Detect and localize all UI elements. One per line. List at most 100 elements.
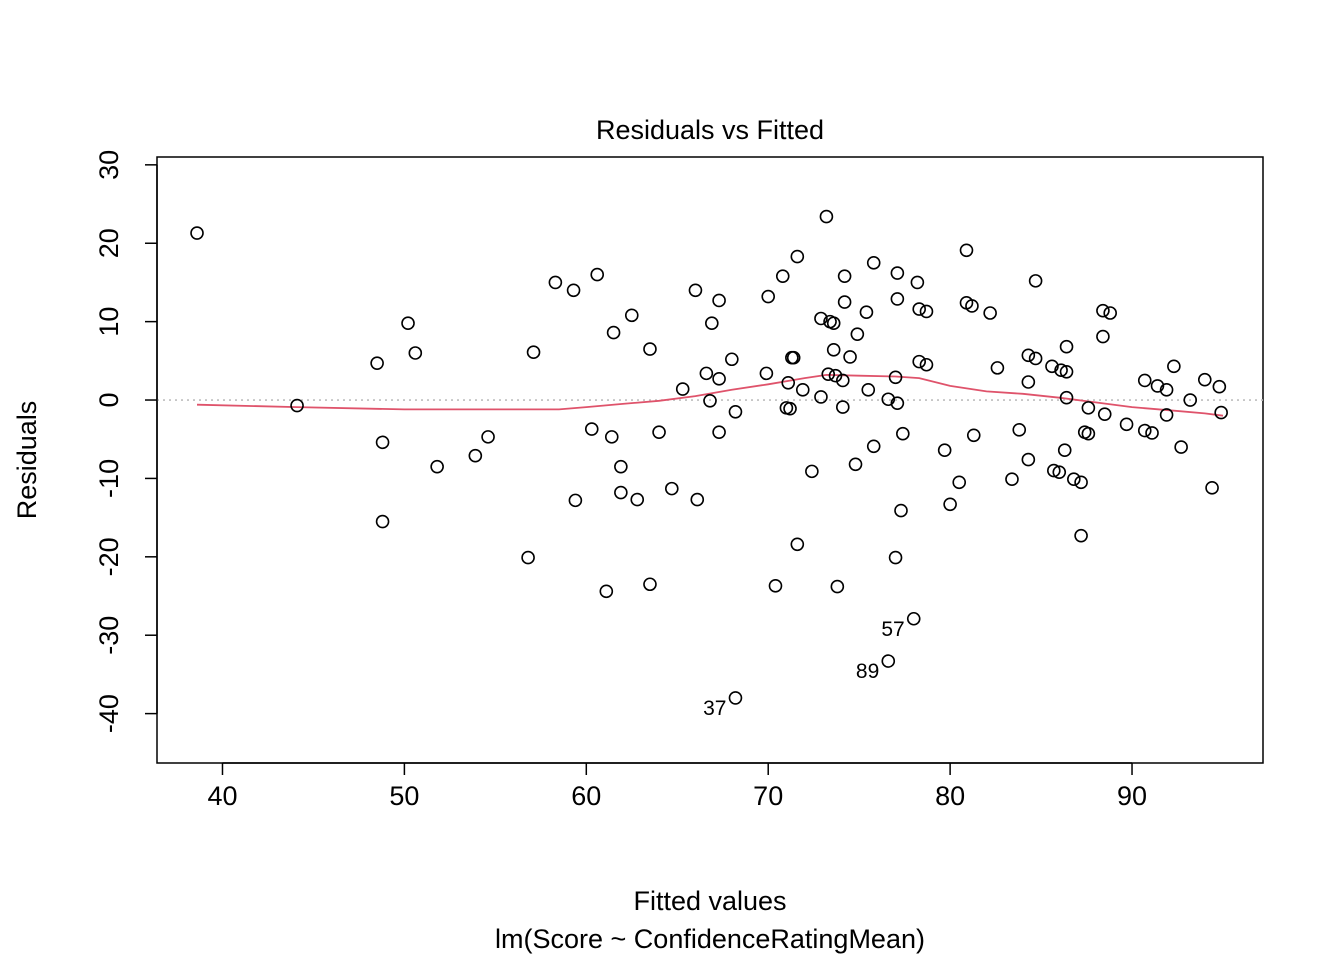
data-point	[843, 350, 857, 364]
data-point	[614, 485, 628, 500]
data-point	[952, 475, 967, 490]
data-point	[526, 345, 541, 360]
data-point	[1021, 375, 1036, 389]
data-point	[919, 304, 934, 319]
x-tick-label: 50	[389, 781, 419, 811]
data-point	[690, 492, 705, 507]
data-point	[1057, 443, 1072, 458]
data-point	[1214, 405, 1228, 420]
data-point	[919, 357, 934, 372]
data-point	[835, 400, 850, 414]
data-point	[775, 269, 790, 283]
data-point	[1150, 379, 1165, 393]
data-point	[548, 275, 563, 290]
data-point	[819, 209, 834, 224]
x-tick-label: 40	[207, 781, 237, 811]
data-point	[1052, 465, 1067, 479]
point-label: 37	[703, 697, 726, 720]
smooth-line	[196, 373, 1224, 417]
data-point	[790, 249, 805, 264]
y-tick-label: -40	[94, 694, 124, 733]
data-point	[1074, 528, 1088, 543]
data-point	[761, 289, 776, 304]
data-point	[826, 343, 841, 357]
data-point	[1183, 393, 1198, 407]
data-point	[468, 448, 483, 463]
data-point	[290, 398, 304, 413]
point-label: 89	[856, 660, 879, 683]
data-point	[1212, 379, 1227, 394]
point-label: 57	[881, 618, 904, 641]
data-point	[1054, 363, 1068, 378]
data-point	[712, 425, 726, 439]
data-point	[866, 256, 881, 270]
data-point	[781, 375, 796, 390]
data-point	[599, 584, 614, 599]
data-point	[990, 361, 1005, 375]
data-point	[1028, 351, 1043, 366]
data-point	[1096, 303, 1110, 318]
x-axis-label: Fitted values	[633, 886, 786, 916]
y-tick-label: 10	[94, 307, 124, 337]
x-tick-label: 70	[753, 781, 783, 811]
y-tick-label: -30	[94, 616, 124, 655]
data-point	[861, 383, 876, 397]
y-tick-label: 20	[94, 228, 124, 258]
data-point	[1174, 440, 1188, 454]
y-tick-label: -20	[94, 537, 124, 576]
data-point	[643, 342, 657, 356]
data-point	[675, 382, 690, 396]
data-point	[1167, 359, 1181, 374]
data-point	[408, 346, 423, 360]
plot-frame	[156, 156, 1264, 764]
data-point	[783, 401, 797, 416]
data-point	[896, 426, 910, 441]
data-point	[1137, 423, 1152, 438]
data-point	[835, 373, 850, 388]
data-point	[703, 394, 717, 408]
data-point	[814, 311, 828, 326]
data-point	[937, 443, 952, 458]
data-point	[705, 316, 719, 330]
data-points	[190, 209, 1228, 705]
data-point	[712, 372, 726, 386]
data-point	[859, 305, 874, 320]
data-point	[805, 464, 819, 479]
data-point	[664, 481, 679, 496]
data-point	[830, 579, 845, 594]
data-point	[848, 457, 863, 472]
data-point	[966, 428, 981, 443]
data-point	[790, 537, 805, 552]
data-point	[912, 302, 926, 316]
data-point	[370, 356, 384, 370]
data-point	[728, 404, 743, 419]
data-point	[1067, 472, 1081, 487]
data-point	[959, 243, 974, 258]
data-point	[965, 299, 979, 313]
data-point	[604, 430, 619, 444]
data-point	[190, 226, 204, 240]
x-tick-label: 60	[571, 781, 601, 811]
data-point	[786, 350, 801, 365]
data-point	[1097, 407, 1112, 421]
data-point	[1059, 365, 1074, 379]
data-point	[1045, 359, 1059, 374]
data-point	[699, 366, 714, 381]
data-point	[1096, 329, 1110, 344]
data-point	[590, 267, 605, 282]
data-point	[888, 550, 903, 565]
data-point	[881, 654, 896, 668]
data-point	[521, 550, 535, 565]
data-point	[481, 430, 495, 444]
x-tick-label: 80	[935, 781, 965, 811]
y-tick-label: -10	[94, 459, 124, 498]
data-point	[1119, 417, 1134, 432]
chart-title: Residuals vs Fitted	[596, 115, 824, 145]
data-point	[1137, 373, 1152, 388]
data-point	[1028, 274, 1043, 288]
data-point	[881, 392, 896, 407]
x-tick-label: 90	[1117, 781, 1147, 811]
data-point	[652, 425, 666, 439]
